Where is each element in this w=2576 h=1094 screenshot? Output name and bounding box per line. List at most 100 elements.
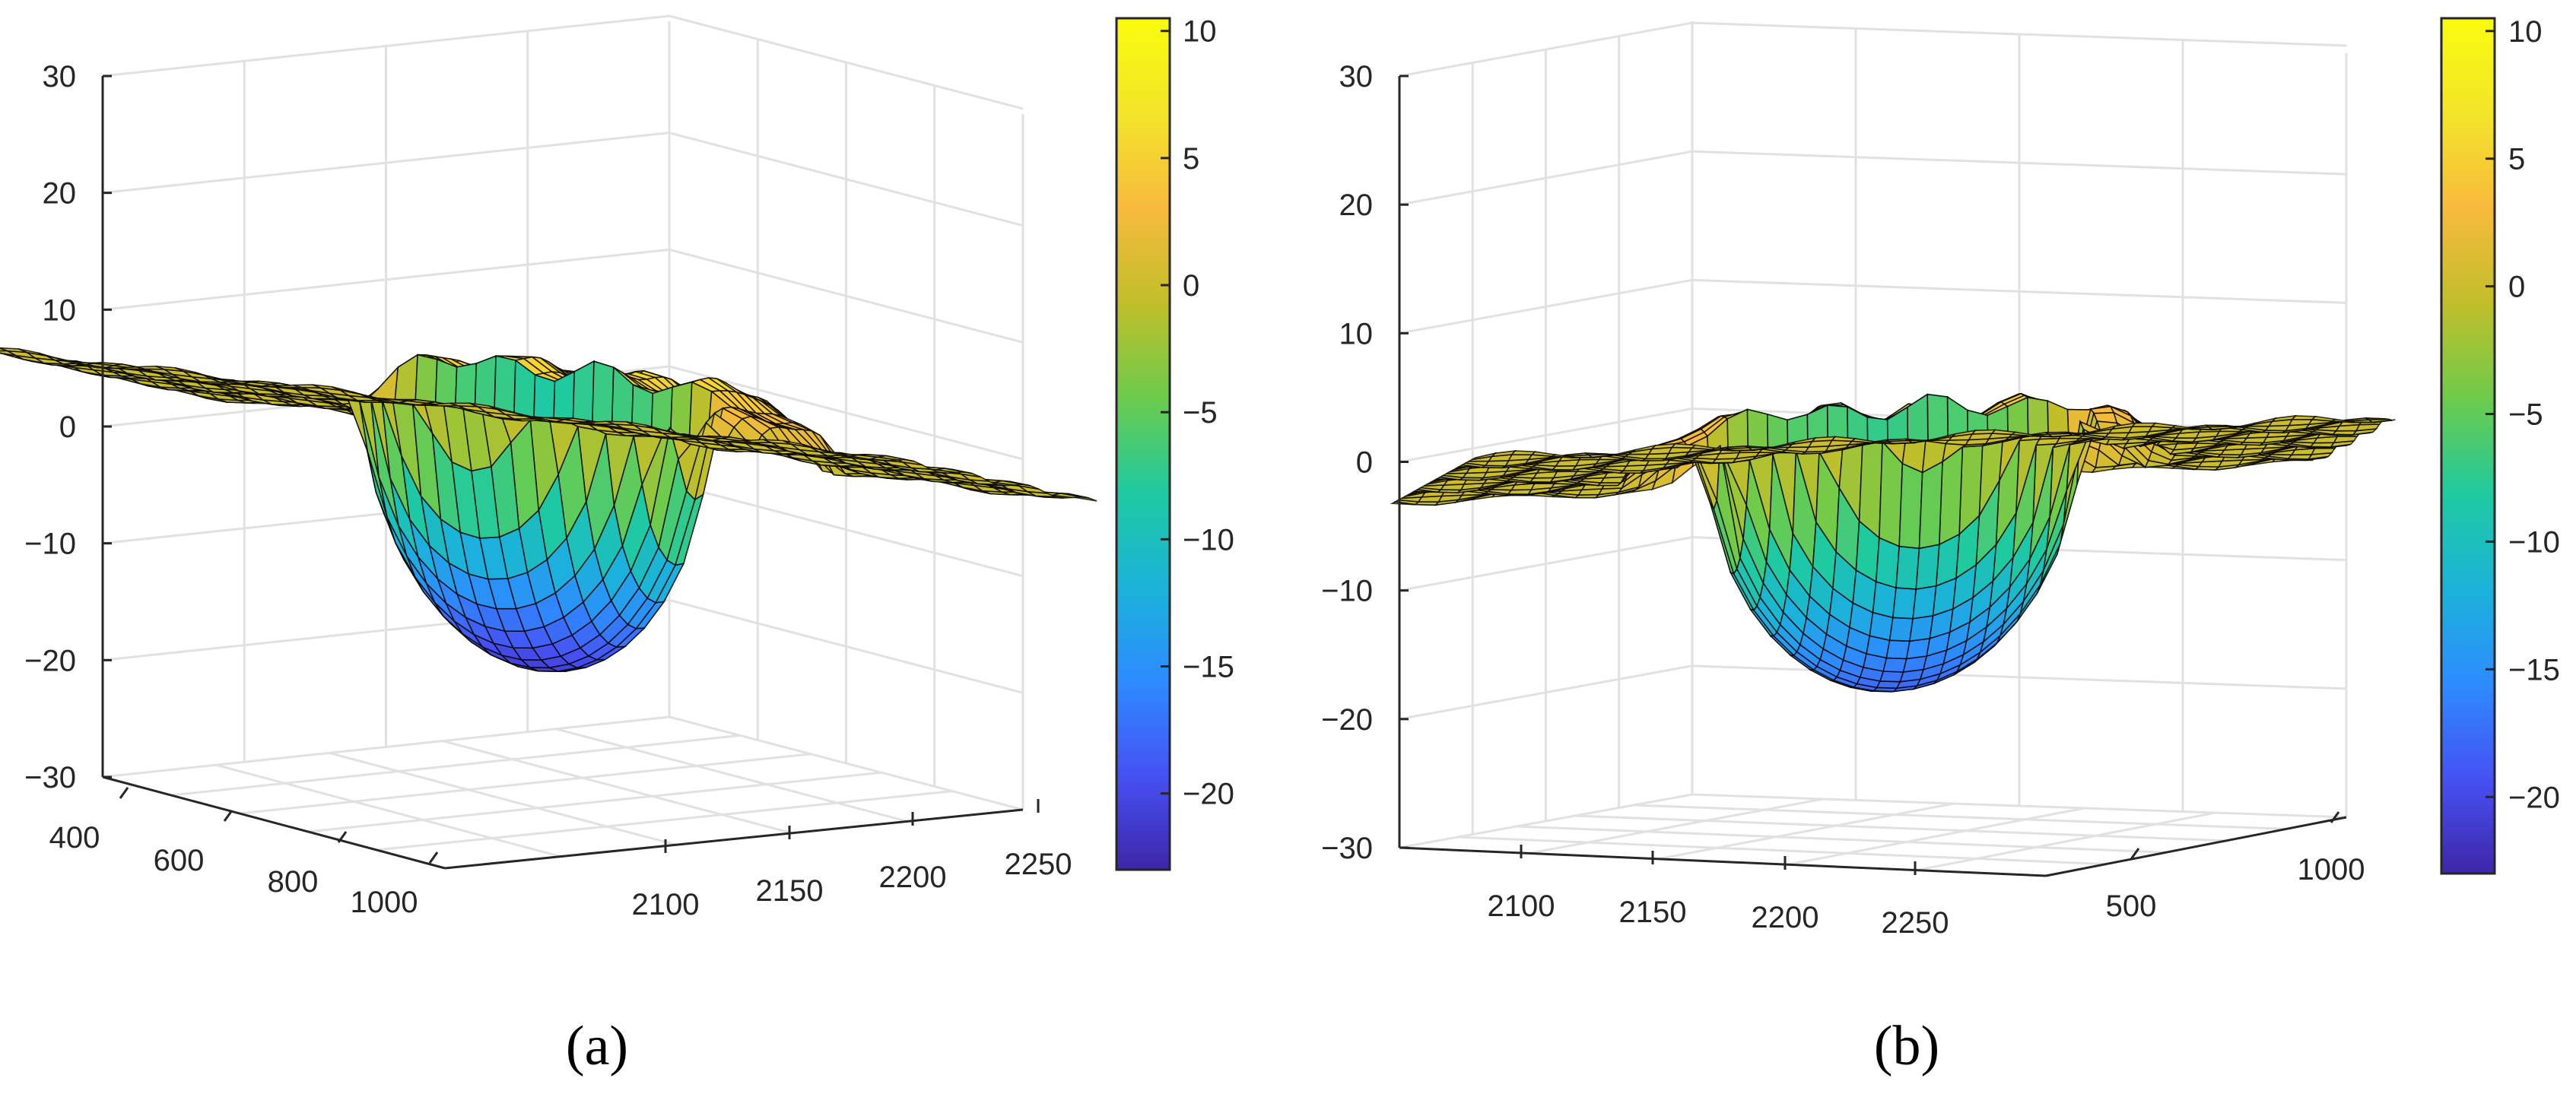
x-tick-label: 2250 [1882, 906, 1949, 940]
surface-patch [704, 439, 732, 443]
surface-patch [233, 382, 262, 387]
colorbar-tick-label: 5 [1183, 142, 1199, 176]
surface-patch [841, 455, 870, 460]
gridline [442, 740, 792, 835]
surface-patch [2311, 415, 2337, 422]
y-tick-label: 400 [49, 821, 100, 855]
surface-patch [1898, 462, 1923, 550]
surface-patch [1915, 544, 1940, 590]
surface-patch [77, 363, 106, 369]
y-axis-line [102, 775, 446, 870]
x-tick-label: 2200 [1752, 901, 1819, 934]
z-tick-label: 0 [1356, 446, 1373, 480]
colorbar: 10 5 0 −5 −10 −15 −20 [1115, 15, 1234, 871]
x-tick-label: 2100 [632, 888, 700, 921]
x-axis-line [2045, 816, 2347, 877]
z-tick-label: 20 [1339, 189, 1374, 222]
surface [0, 347, 1097, 673]
colorbar-tick-label: −15 [1183, 651, 1234, 684]
z-tick-label: −10 [1321, 575, 1373, 608]
colorbar-tick-label: 0 [1183, 269, 1199, 303]
gridline [1457, 836, 2107, 866]
gridline [215, 763, 561, 858]
surface-patch [1879, 671, 1904, 683]
gridline [329, 751, 677, 846]
panel-label: (a) [566, 1015, 628, 1077]
surface-patch [1670, 442, 1697, 449]
z-tick-label: −10 [24, 528, 76, 561]
colorbar-tick-label: 0 [2508, 271, 2525, 304]
surface-patch [390, 401, 419, 406]
z-tick-label: −20 [24, 644, 76, 677]
y-tick [2330, 811, 2340, 823]
gridline [307, 771, 882, 833]
x-tick-label: 2150 [756, 874, 824, 908]
surface-patch [2352, 421, 2376, 423]
x-tick-label: 2250 [1005, 848, 1072, 881]
y-tick [428, 851, 439, 864]
surface-patch [1912, 585, 1937, 620]
gridline [555, 728, 908, 823]
z-tick-label: 10 [43, 293, 77, 327]
colorbar-tick-label: 10 [1183, 15, 1217, 49]
y-axis-line [1399, 846, 2047, 877]
z-tick-label: −30 [24, 761, 76, 794]
x-axis-line [444, 808, 1024, 870]
y-tick [2130, 848, 2140, 860]
z-tick-label: −20 [1321, 703, 1373, 737]
surface-patch [1892, 587, 1917, 620]
colorbar: 10 5 0 −5 −10 −15 −20 [2440, 15, 2560, 875]
grid [102, 14, 1024, 858]
y-tick-label: 600 [154, 844, 205, 877]
gridline [1516, 825, 2167, 854]
y-tick-label: 500 [2106, 889, 2157, 923]
x-tick-label: 2200 [879, 861, 947, 894]
surface-patch [2052, 434, 2076, 438]
surface-patch [2150, 422, 2177, 429]
z-tick-label: 30 [1339, 60, 1374, 94]
surface [1390, 392, 2396, 693]
y-tick [337, 831, 348, 843]
gridline [170, 734, 741, 797]
panel-a: 30 20 10 0 −10 −20 −30 2100 2150 2200 2250 400 600 80… [0, 14, 1234, 1077]
colorbar-tick-label: −5 [2508, 398, 2543, 432]
surface-patch [1510, 450, 1537, 455]
gridline [1528, 798, 1824, 855]
colorbar-tick-label: −5 [1183, 396, 1218, 430]
colorbar-tick-label: −20 [1183, 778, 1234, 811]
colorbar-tick-label: −10 [1183, 523, 1234, 557]
panel-label: (b) [1874, 1015, 1939, 1077]
surface-patch [1888, 617, 1914, 642]
gridline [239, 753, 812, 815]
gridline [1574, 814, 2227, 842]
y-tick [119, 787, 129, 799]
surface-patch [1530, 451, 1558, 457]
gridline [1787, 807, 2085, 866]
colorbar-tick-label: 5 [2508, 143, 2525, 176]
y-tick-label: 1000 [2298, 853, 2365, 886]
x-tick-label: 2100 [1488, 889, 1555, 923]
gridline [1657, 802, 1955, 861]
z-tick-label: 0 [59, 411, 76, 444]
z-tick-label: 10 [1339, 317, 1374, 350]
colorbar-tick-label: −15 [2508, 653, 2560, 687]
axes: 30 20 10 0 −10 −20 −30 2100 2150 2200 2250 400 600 80… [24, 60, 1072, 921]
colorbar-scale [2440, 17, 2496, 875]
surface-patch [547, 420, 576, 424]
x-tick-label: 2150 [1619, 896, 1687, 929]
surface-patch [1882, 657, 1907, 673]
surface-patch [1732, 449, 1755, 452]
y-tick [223, 810, 233, 822]
axes: 30 20 10 0 −10 −20 −30 2100 2150 2200 2250 500 1000 [1321, 60, 2365, 940]
y-tick-label: 1000 [351, 886, 418, 919]
surface-patch [1918, 460, 1943, 550]
surface-patch [2212, 427, 2236, 431]
gridline [376, 790, 953, 851]
z-tick-label: −30 [1321, 832, 1373, 865]
surface-patch [0, 347, 8, 352]
colorbar-tick-label: −20 [2508, 781, 2560, 814]
surface-patch [1885, 639, 1911, 660]
z-tick-label: 30 [43, 60, 77, 94]
surface-patch [1908, 614, 1934, 642]
